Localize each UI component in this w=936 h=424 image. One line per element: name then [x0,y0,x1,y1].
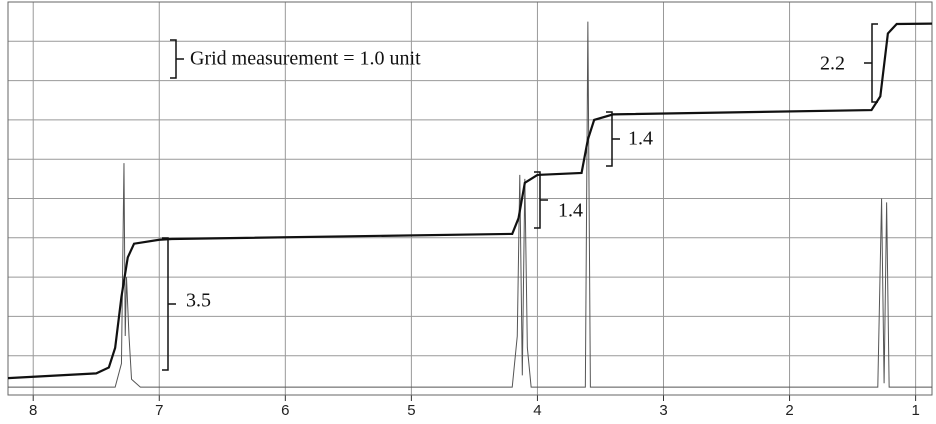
annotation: 1.4 [558,200,583,222]
annotation: 3.5 [186,290,211,312]
series-line [7,22,933,380]
bracket [170,39,184,79]
annotation: 2.2 [820,53,845,75]
x-tick-label: 8 [29,402,37,419]
annotation: 1.4 [628,128,653,150]
bracket [162,237,176,371]
series-line [8,21,932,388]
x-tick-label: 7 [155,402,163,419]
x-tick-label: 4 [533,402,541,419]
plot-frame [7,1,933,396]
bracket [534,171,548,229]
x-tick-label: 2 [785,402,793,419]
bracket [864,23,878,103]
x-tick-label: 3 [659,402,667,419]
annotation: Grid measurement = 1.0 unit [190,48,421,70]
x-tick-label: 5 [407,402,415,419]
bracket [606,111,620,167]
x-tick-label: 6 [281,402,289,419]
x-tick-label: 1 [911,402,919,419]
